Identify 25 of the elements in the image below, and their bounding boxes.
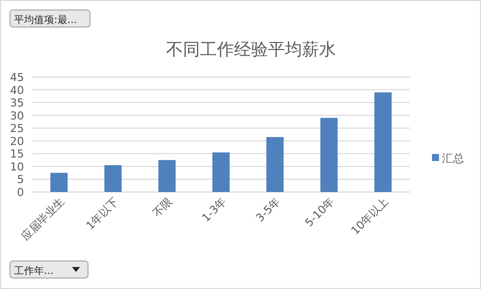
y-tick-label: 35 [10,96,24,110]
y-tick-label: 25 [10,122,24,136]
x-tick-label: 不限 [150,194,176,220]
bar [104,165,122,192]
y-tick-label: 45 [10,71,24,84]
bar [212,152,230,192]
x-tick-label: 3-5年 [253,194,284,225]
bar [50,172,68,192]
bar [266,137,284,192]
bar [158,160,176,192]
x-tick-label: 1-3年 [199,194,230,225]
chart-title: 不同工作经验平均薪水 [166,40,336,60]
x-tick-label: 1年以下 [84,194,122,232]
legend-label: 汇总 [442,152,464,165]
y-tick-label: 10 [10,160,24,174]
x-tick-label: 10年以上 [348,194,392,238]
text: 工作年... [14,265,54,277]
y-tick-label: 40 [10,84,24,97]
y-tick-label: 20 [10,134,24,148]
bar [320,118,338,192]
y-tick-label: 30 [10,109,24,122]
y-tick-label: 5 [17,173,24,186]
y-tick-label: 15 [10,148,24,161]
bar [374,92,392,192]
text: 平均值项:最... [14,14,77,26]
